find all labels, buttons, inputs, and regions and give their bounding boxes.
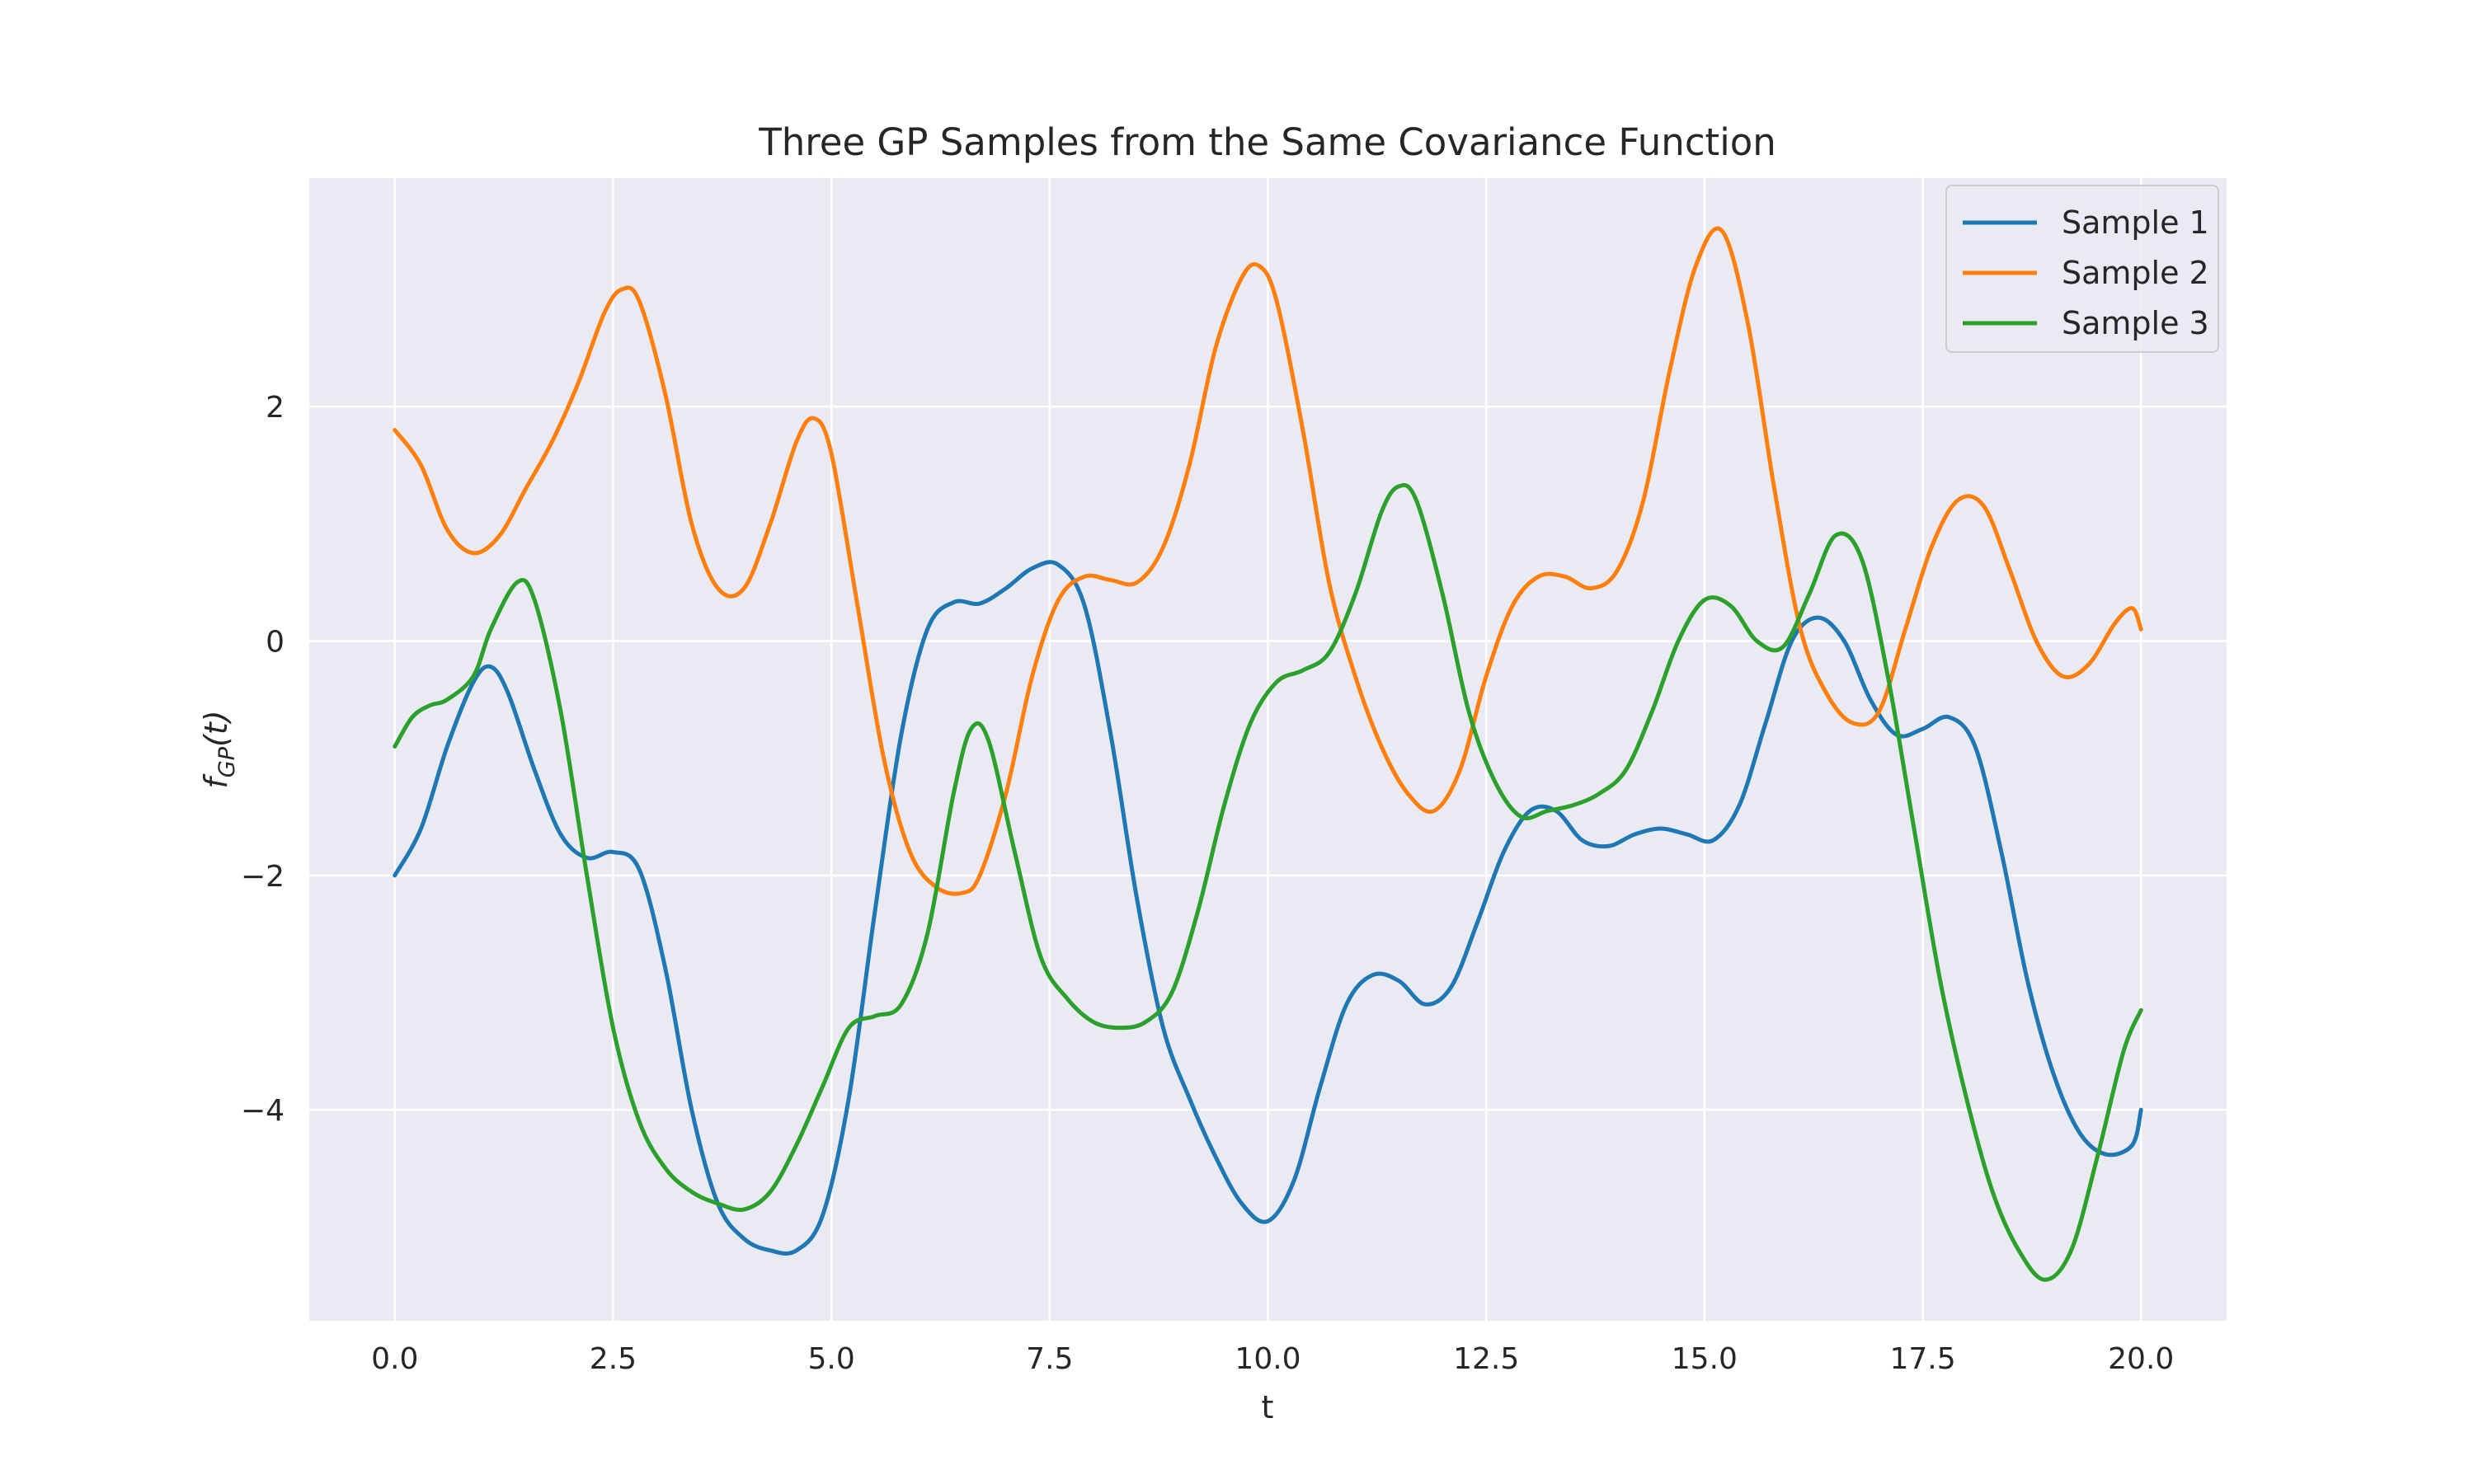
x-tick-label: 15.0 [1672, 1342, 1738, 1376]
x-tick-label: 0.0 [371, 1342, 418, 1376]
y-tick-label: −4 [241, 1094, 285, 1128]
legend: Sample 1 Sample 2 Sample 3 [1945, 185, 2219, 353]
y-axis-label-arg: (t) [198, 710, 234, 747]
x-tick-label: 2.5 [590, 1342, 637, 1376]
x-tick-label: 10.0 [1235, 1342, 1300, 1376]
legend-label: Sample 1 [2062, 204, 2209, 241]
y-axis-label-subscript: GP [214, 746, 240, 777]
x-tick-label: 20.0 [2108, 1342, 2174, 1376]
legend-label: Sample 2 [2062, 255, 2209, 291]
chart-title: Three GP Samples from the Same Covarianc… [758, 120, 1776, 164]
x-tick-label: 17.5 [1889, 1342, 1955, 1376]
legend-items: Sample 1 Sample 2 Sample 3 [1963, 204, 2209, 341]
y-axis-label: fGP(t) [198, 710, 240, 788]
y-tick-label: 0 [266, 626, 285, 660]
y-axis-ticks: −4 −2 0 2 [241, 391, 285, 1128]
legend-box [1945, 185, 2219, 353]
y-tick-label: 2 [266, 391, 285, 425]
x-axis-ticks: 0.0 2.5 5.0 7.5 10.0 12.5 15.0 17.5 20.0 [371, 1342, 2174, 1376]
grid-lines [309, 178, 2227, 1321]
series-lines [393, 226, 2143, 1282]
x-tick-label: 12.5 [1453, 1342, 1519, 1376]
series-line-sample-2 [393, 226, 2143, 896]
legend-label: Sample 3 [2062, 305, 2209, 341]
x-axis-label: t [1262, 1389, 1274, 1425]
series-line-sample-3 [393, 482, 2143, 1282]
series-line-sample-1 [393, 560, 2143, 1256]
x-tick-label: 5.0 [807, 1342, 854, 1376]
y-tick-label: −2 [241, 860, 285, 894]
x-tick-label: 7.5 [1026, 1342, 1073, 1376]
